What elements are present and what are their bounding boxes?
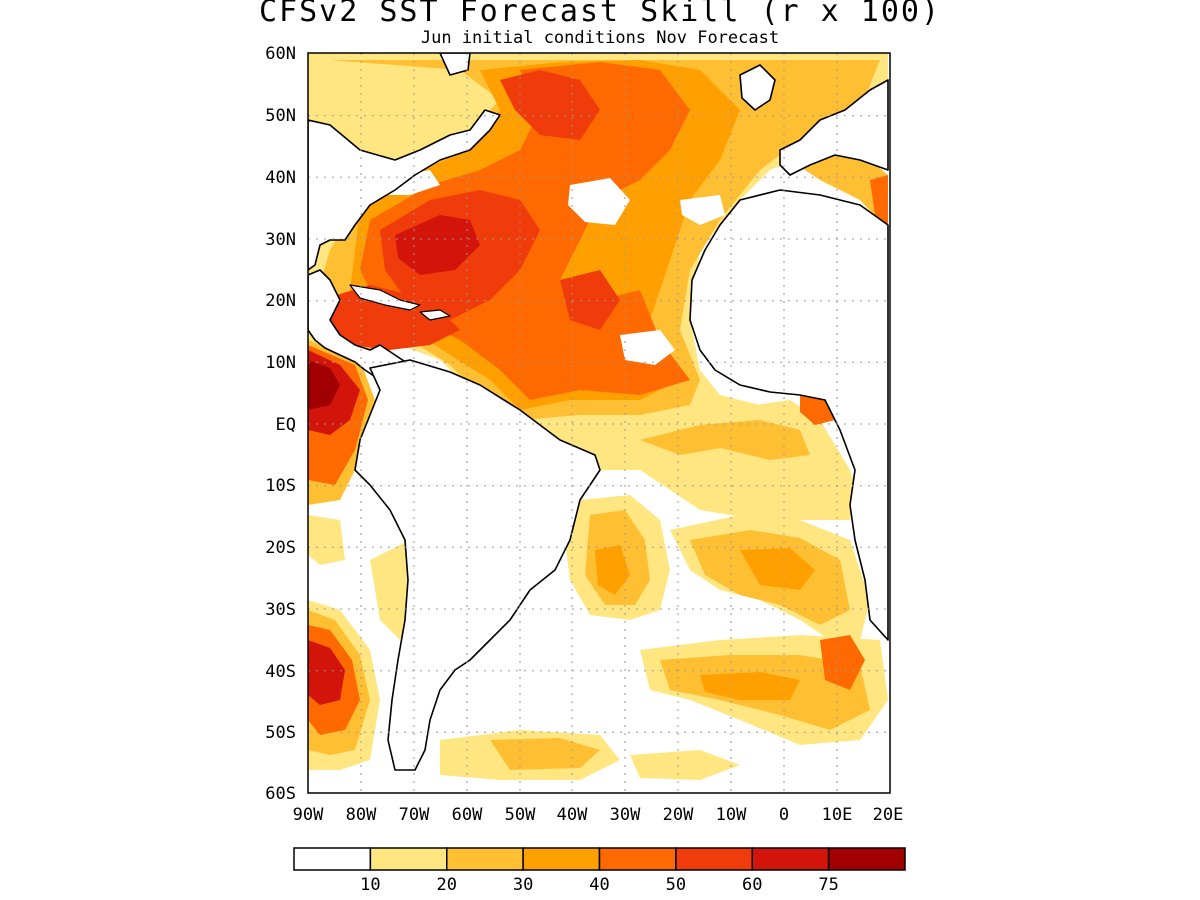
lat-label: 10N bbox=[265, 353, 296, 373]
map-frame bbox=[307, 52, 891, 794]
lon-label: 10W bbox=[716, 805, 747, 825]
lon-label: 60W bbox=[452, 805, 483, 825]
lat-label: 40S bbox=[265, 662, 296, 682]
latitude-labels: 60N 50N 40N 30N 20N 10N EQ 10S 20S 30S 4… bbox=[265, 44, 296, 804]
skill-area bbox=[490, 738, 600, 770]
landmass-south-america bbox=[354, 359, 601, 771]
landmass-north-america bbox=[308, 109, 501, 271]
colorbar-swatch bbox=[369, 847, 448, 871]
landmass-central-america bbox=[308, 269, 416, 381]
landmass-hispaniola bbox=[419, 309, 451, 321]
skill-area bbox=[630, 750, 740, 780]
lat-label: EQ bbox=[276, 415, 296, 435]
landmass-cuba bbox=[349, 284, 421, 311]
lat-label: 30N bbox=[265, 230, 296, 250]
colorbar-swatch bbox=[446, 847, 524, 871]
colorbar-swatch bbox=[827, 847, 906, 871]
lat-label: 40N bbox=[265, 168, 296, 188]
colorbar-swatch bbox=[293, 847, 372, 871]
colorbar-swatch bbox=[522, 847, 601, 871]
landmass-british-isles bbox=[739, 64, 776, 111]
skill-area bbox=[595, 545, 630, 595]
map-subtitle: Jun initial conditions Nov Forecast bbox=[420, 28, 780, 48]
lat-label: 20S bbox=[265, 538, 296, 558]
skill-area bbox=[700, 672, 800, 700]
low-skill-area bbox=[620, 330, 675, 365]
lon-label: 10E bbox=[822, 805, 853, 825]
colorbar-label: 40 bbox=[589, 875, 609, 895]
land bbox=[308, 53, 889, 771]
lat-label: 50N bbox=[265, 106, 296, 126]
colorbar-label: 60 bbox=[742, 875, 762, 895]
lat-label: 60S bbox=[265, 784, 296, 804]
skill-area bbox=[308, 515, 345, 565]
colorbar-label: 10 bbox=[360, 875, 380, 895]
lon-label: 20W bbox=[663, 805, 694, 825]
low-skill-area bbox=[568, 178, 630, 225]
skill-area bbox=[640, 420, 810, 460]
lon-label: 70W bbox=[399, 805, 430, 825]
map-title: CFSv2 SST Forecast Skill (r x 100) bbox=[258, 0, 942, 29]
lon-label: 80W bbox=[346, 805, 377, 825]
colorbar-label: 20 bbox=[437, 875, 457, 895]
lon-label: 30W bbox=[610, 805, 641, 825]
colorbar: 10 20 30 40 50 60 75 bbox=[293, 847, 906, 895]
skill-area bbox=[500, 70, 600, 140]
lon-label: 40W bbox=[557, 805, 588, 825]
lon-label: 90W bbox=[293, 805, 324, 825]
colorbar-swatch bbox=[751, 847, 830, 871]
colorbar-label: 30 bbox=[513, 875, 533, 895]
lon-label: 0 bbox=[779, 805, 789, 825]
landmass-europe bbox=[779, 79, 889, 176]
skill-area bbox=[320, 285, 460, 350]
longitude-labels: 90W 80W 70W 60W 50W 40W 30W 20W 10W 0 10… bbox=[293, 805, 904, 825]
gridlines bbox=[308, 53, 890, 793]
lat-label: 30S bbox=[265, 600, 296, 620]
colorbar-label: 75 bbox=[818, 875, 838, 895]
lat-label: 10S bbox=[265, 476, 296, 496]
skill-area bbox=[870, 175, 888, 230]
skill-area bbox=[308, 360, 340, 410]
skill-area bbox=[740, 548, 815, 590]
skill-area bbox=[790, 150, 888, 230]
colorbar-swatch bbox=[675, 847, 753, 871]
colorbar-swatch bbox=[598, 847, 677, 871]
skill-area bbox=[395, 215, 480, 275]
lat-label: 50S bbox=[265, 723, 296, 743]
landmass-greenland bbox=[439, 53, 471, 76]
skill-area bbox=[308, 640, 345, 705]
skill-area bbox=[820, 635, 865, 690]
skill-area bbox=[560, 270, 620, 330]
colorbar-label: 50 bbox=[666, 875, 686, 895]
landmass-africa bbox=[689, 189, 889, 641]
lon-label: 50W bbox=[505, 805, 536, 825]
lon-label: 20E bbox=[873, 805, 904, 825]
low-skill-area bbox=[680, 195, 725, 225]
lat-label: 20N bbox=[265, 291, 296, 311]
lat-label: 60N bbox=[265, 44, 296, 64]
